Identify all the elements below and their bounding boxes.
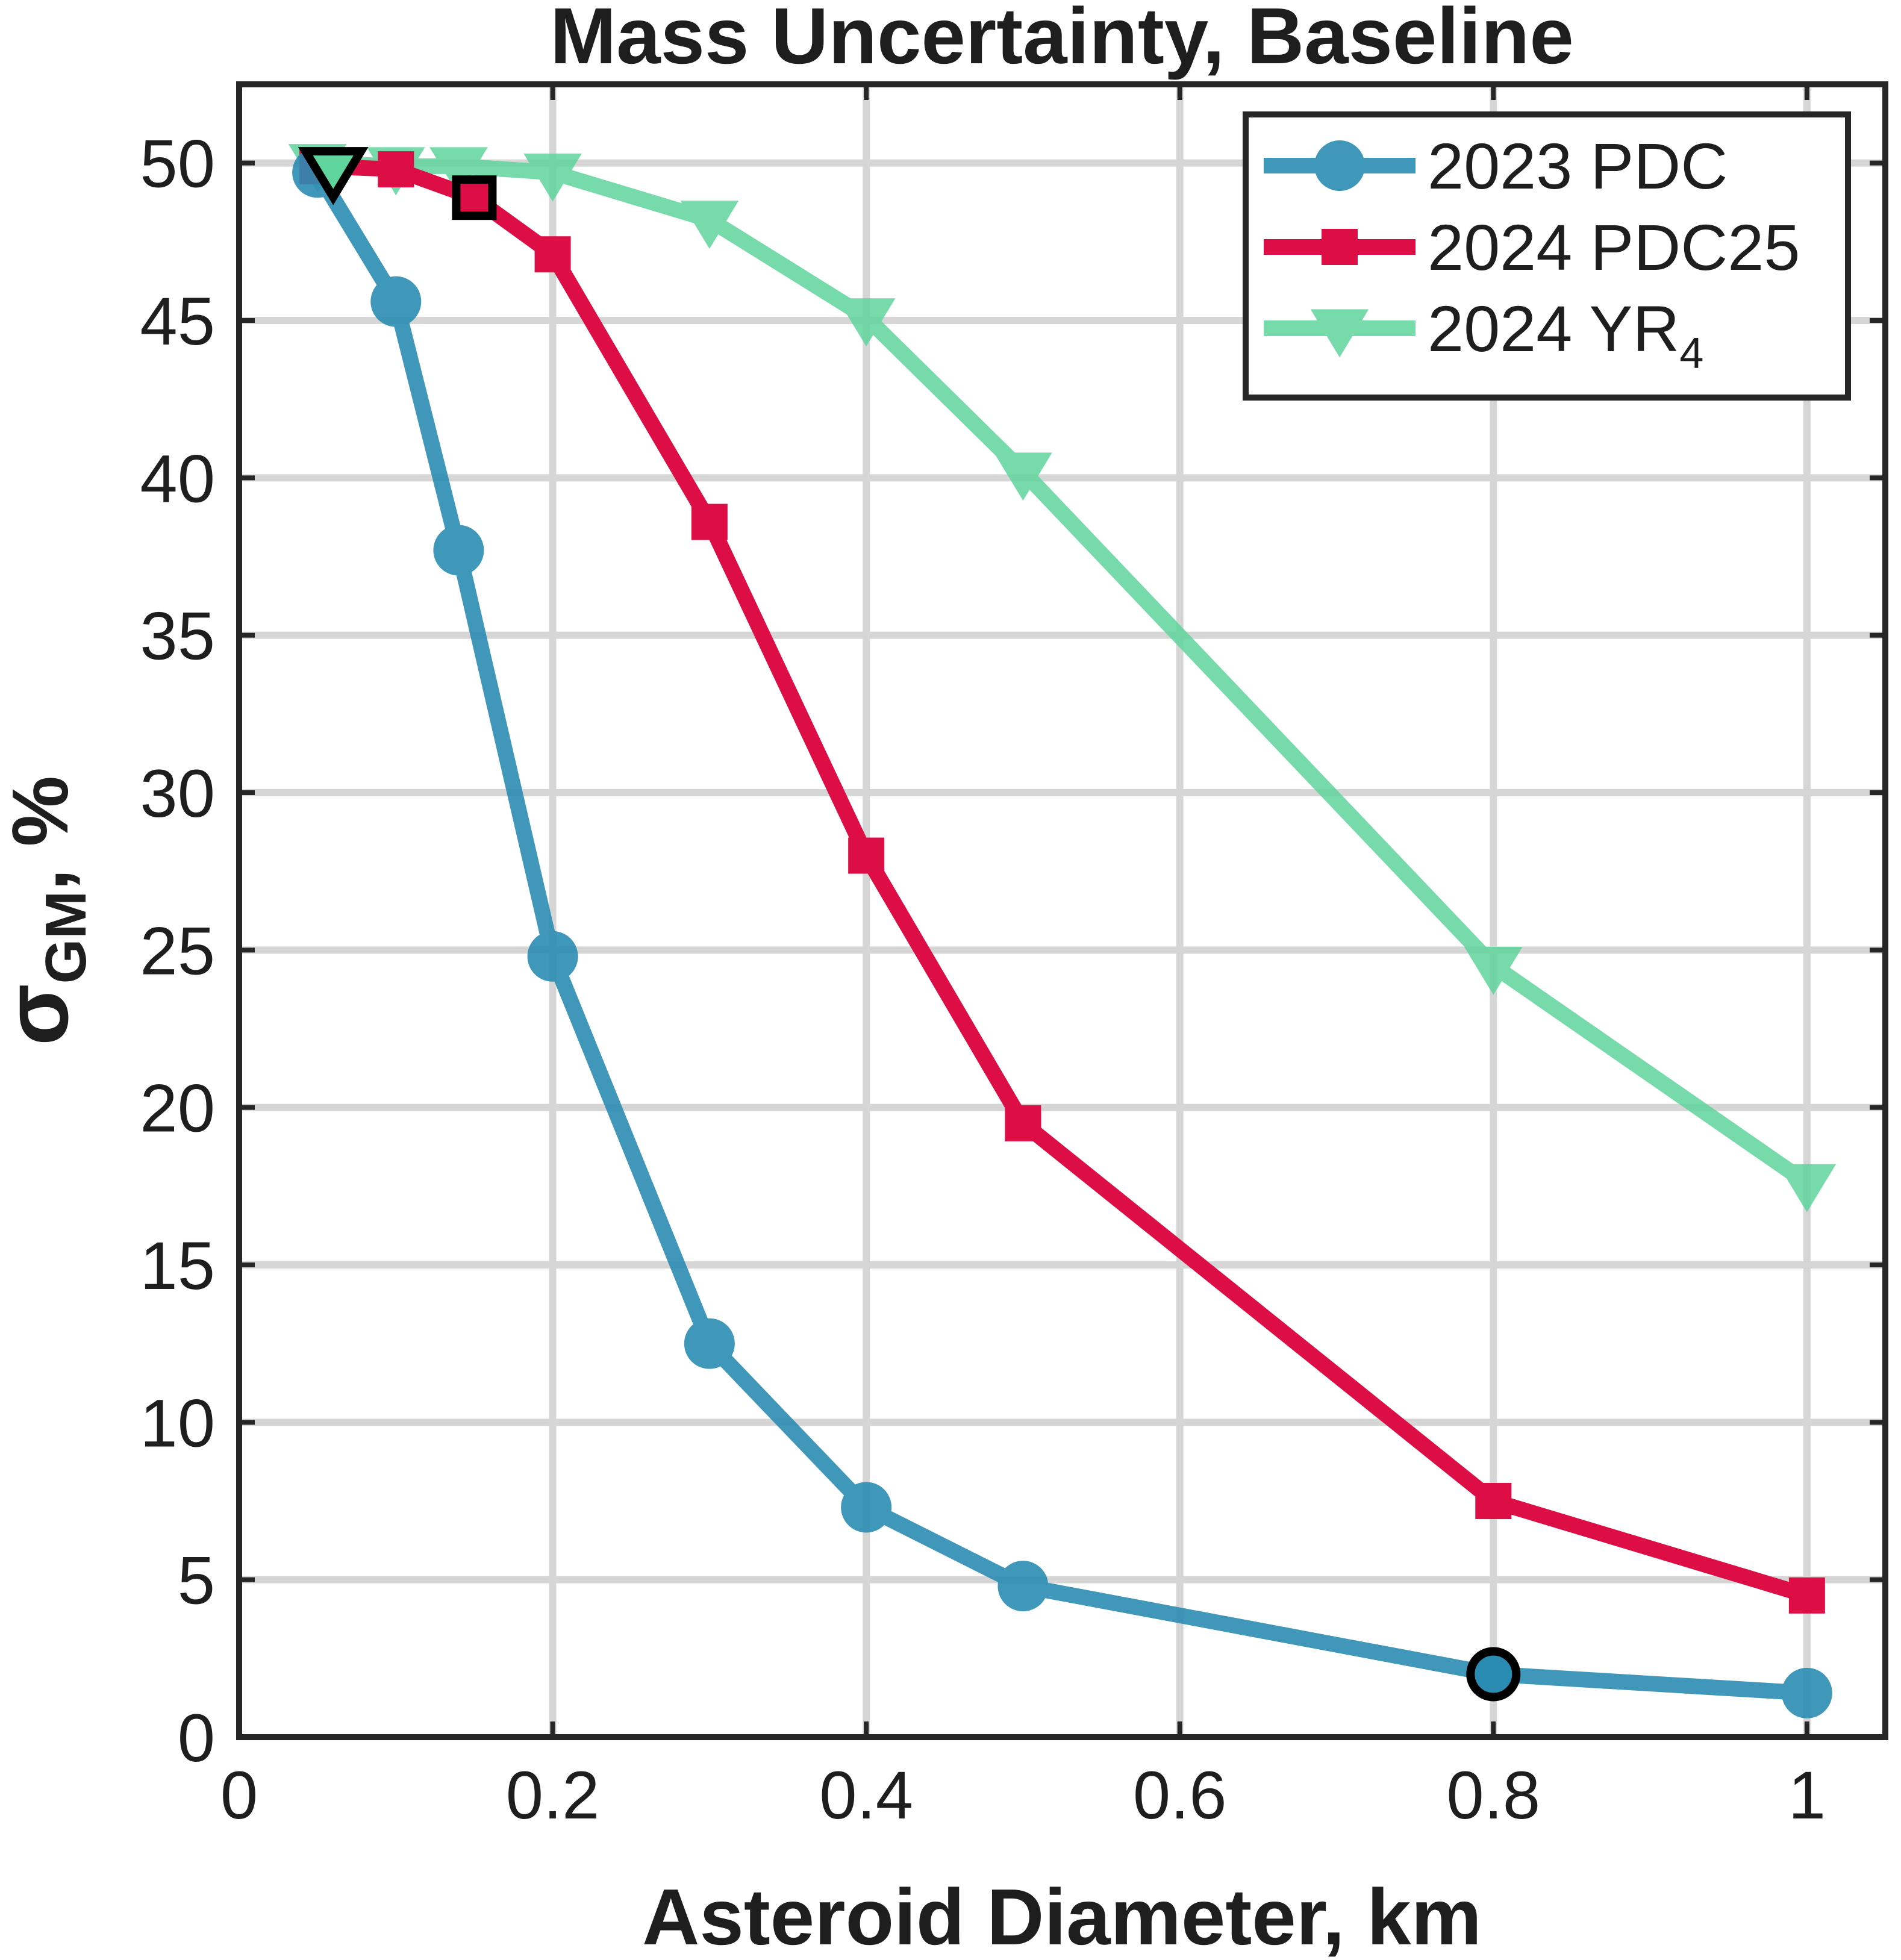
- data-point: [680, 201, 739, 249]
- legend-label: 2024 YR4: [1428, 292, 1703, 378]
- plot-frame: [236, 81, 1888, 1740]
- chart-title: Mass Uncertainty, Baseline: [550, 0, 1574, 80]
- data-point: [370, 276, 422, 327]
- data-point: [1778, 1164, 1837, 1213]
- legend-label: 2024 PDC25: [1428, 211, 1800, 284]
- y-tick-label: 0: [178, 1700, 215, 1776]
- y-tick-label: 10: [140, 1385, 215, 1461]
- highlight-point: [298, 147, 369, 205]
- x-tick-label: 0: [220, 1758, 258, 1833]
- highlight-point: [1466, 1647, 1521, 1702]
- legend-swatch: [1264, 309, 1416, 358]
- series-layer: [288, 144, 1837, 1718]
- x-tick-label: 0.6: [1133, 1758, 1227, 1833]
- data-point: [1781, 1667, 1832, 1718]
- y-axis-label-symbol: σ: [0, 984, 87, 1046]
- data-point: [429, 147, 488, 196]
- y-tick-label: 30: [140, 756, 215, 831]
- data-point: [433, 525, 484, 576]
- data-point: [523, 153, 582, 202]
- data-point: [997, 1561, 1049, 1612]
- y-tick-label: 40: [140, 441, 215, 516]
- y-tick-label: 25: [140, 913, 215, 988]
- data-point: [994, 452, 1052, 501]
- data-point: [848, 837, 885, 874]
- data-point: [691, 504, 728, 540]
- legend-marker: [1314, 140, 1365, 191]
- series-circle: [292, 147, 1832, 1718]
- legend-items: 2023 PDC 2024 PDC25 2024 YR4: [1264, 130, 1800, 378]
- data-point: [534, 236, 571, 273]
- legend-marker: [1322, 229, 1358, 265]
- y-tick-label: 20: [140, 1071, 215, 1146]
- data-point: [1005, 1105, 1041, 1141]
- data-point: [837, 298, 896, 347]
- legend-label-subscript: 4: [1679, 329, 1703, 378]
- x-tick-label: 1: [1788, 1758, 1826, 1833]
- data-point: [1788, 1577, 1825, 1614]
- y-axis-label-suffix: , %: [0, 776, 84, 891]
- y-tick-label: 45: [140, 284, 215, 359]
- legend-label: 2023 PDC: [1428, 130, 1728, 202]
- y-tick-label: 50: [140, 126, 215, 202]
- series-line: [311, 168, 1808, 1701]
- y-tick-label: 5: [178, 1543, 215, 1618]
- data-point: [841, 1482, 892, 1533]
- x-tick-label: 0.8: [1446, 1758, 1540, 1833]
- y-tick-label: 15: [140, 1228, 215, 1303]
- data-point: [527, 931, 578, 982]
- x-tick-label: 0.2: [506, 1758, 600, 1833]
- data-point: [1464, 946, 1523, 995]
- y-axis-label: σGM, %: [0, 776, 98, 1046]
- data-point: [378, 151, 414, 188]
- legend-swatch: [1264, 140, 1416, 191]
- x-tick-label: 0.4: [819, 1758, 913, 1833]
- y-axis-label-subscript: GM: [34, 891, 98, 984]
- y-tick-label: 35: [140, 599, 215, 674]
- data-point: [1475, 1483, 1512, 1519]
- highlight-point: [452, 175, 497, 220]
- x-axis-label: Asteroid Diameter, km: [642, 1873, 1482, 1960]
- legend: 2023 PDC 2024 PDC25 2024 YR4: [1243, 111, 1851, 401]
- legend-marker: [1310, 309, 1369, 358]
- svg-text:σGM, %: σGM, %: [0, 776, 98, 1046]
- data-point: [684, 1318, 735, 1369]
- legend-swatch: [1264, 229, 1416, 265]
